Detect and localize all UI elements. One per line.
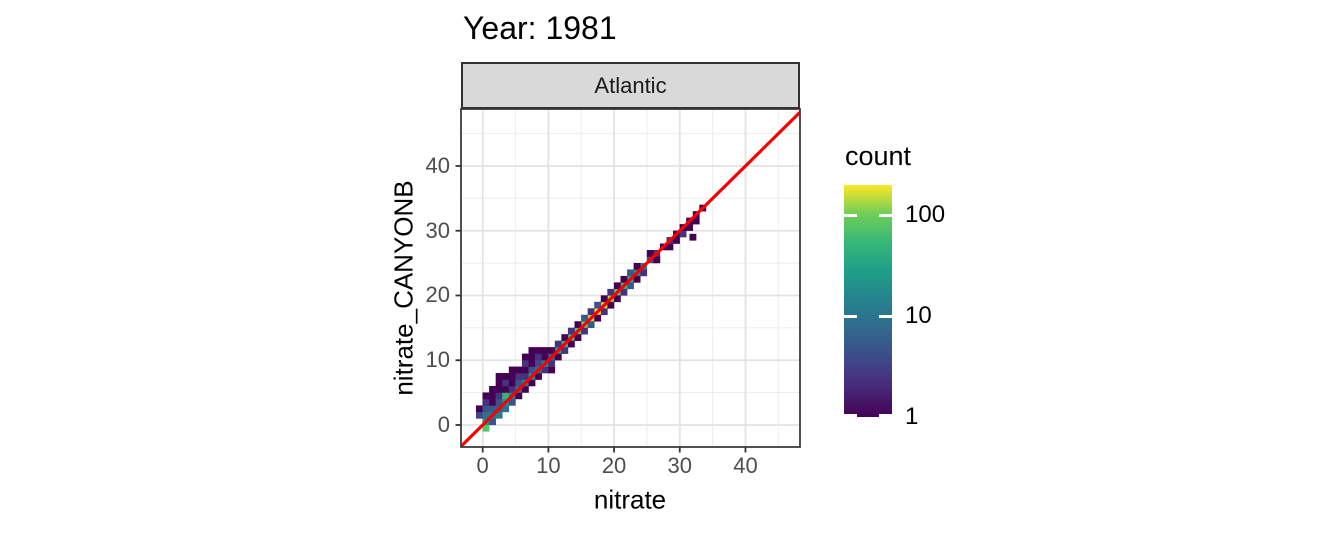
legend-tick-label: 10: [905, 302, 932, 330]
x-tick-label: 30: [667, 453, 692, 478]
y-tick-label: 30: [425, 217, 450, 243]
colorbar-tick: [844, 213, 857, 217]
colorbar-tick: [879, 213, 892, 217]
x-tick-label: 20: [601, 453, 627, 478]
identity-reference-line: [461, 109, 800, 447]
colorbar-tick: [879, 414, 892, 417]
y-tick-label: 40: [425, 152, 450, 178]
legend-tick-label: 100: [905, 201, 946, 229]
panel-border: [460, 108, 801, 448]
y-tick-label: 0: [437, 411, 450, 437]
colorbar-tick: [879, 314, 892, 318]
legend-tick-label: 1: [905, 403, 919, 430]
y-tick-label: 20: [425, 282, 450, 308]
colorbar-tick: [844, 314, 857, 318]
legend-colorbar: [844, 185, 892, 417]
facet-strip-label: Atlantic: [594, 72, 667, 98]
y-tick-label: 10: [425, 347, 450, 373]
colorbar-tick: [844, 414, 857, 417]
axis-tick-marks: [455, 165, 747, 453]
facet-strip: Atlantic: [461, 62, 800, 109]
x-axis-title: nitrate: [593, 484, 667, 515]
plot-title: Year: 1981: [463, 10, 617, 46]
x-tick-label: 10: [536, 453, 561, 478]
legend-title: count: [845, 141, 912, 171]
x-tick-label: 0: [476, 453, 489, 478]
x-tick-label: 40: [733, 453, 758, 478]
